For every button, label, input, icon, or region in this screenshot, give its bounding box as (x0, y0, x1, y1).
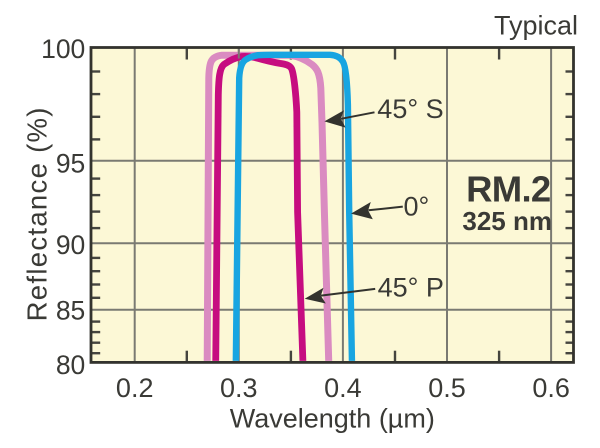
svg-text:325 nm: 325 nm (462, 206, 552, 236)
svg-text:95: 95 (56, 149, 85, 179)
svg-text:Wavelength (µm): Wavelength (µm) (230, 404, 435, 434)
svg-text:85: 85 (56, 296, 85, 326)
svg-text:100: 100 (41, 34, 85, 64)
svg-text:RM.2: RM.2 (466, 169, 550, 210)
svg-text:45° S: 45° S (377, 94, 443, 124)
svg-text:45° P: 45° P (378, 272, 444, 302)
svg-text:0°: 0° (404, 191, 430, 221)
svg-text:0.6: 0.6 (532, 373, 570, 403)
svg-text:Typical: Typical (494, 10, 578, 40)
svg-text:80: 80 (56, 350, 85, 380)
svg-text:90: 90 (56, 230, 85, 260)
svg-text:0.4: 0.4 (324, 373, 362, 403)
svg-text:0.3: 0.3 (220, 373, 258, 403)
svg-text:0.5: 0.5 (428, 373, 466, 403)
svg-text:Reflectance (%): Reflectance (%) (21, 106, 52, 321)
svg-text:0.2: 0.2 (116, 373, 154, 403)
